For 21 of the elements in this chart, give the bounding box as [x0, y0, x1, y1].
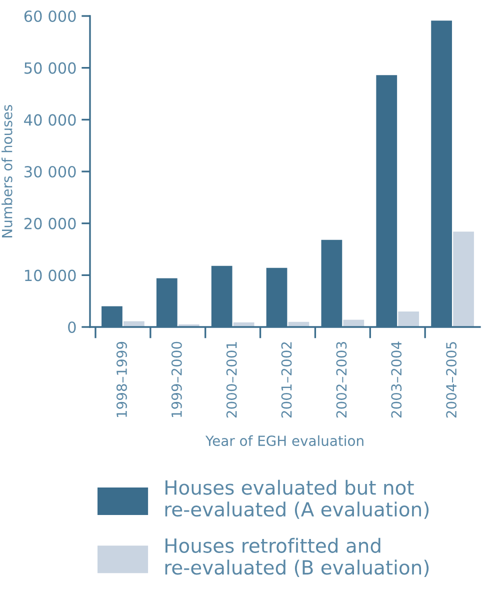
x-tick-label: 2002–2003 — [336, 342, 347, 418]
x-tick-label: 2001–2002 — [281, 342, 292, 418]
x-tick-label: 2004–2005 — [446, 342, 457, 418]
bar — [398, 311, 420, 327]
y-tick-label: 50 000 — [24, 62, 76, 74]
y-tick-label: 40 000 — [24, 114, 76, 126]
x-tick-label: 1999–2000 — [171, 342, 182, 417]
bar — [453, 232, 474, 327]
x-tick-label: 2003–2004 — [391, 342, 402, 418]
bar — [343, 320, 364, 327]
y-tick-label: 30 000 — [24, 166, 76, 178]
y-axis-title: Numbers of houses — [2, 104, 12, 238]
x-axis-title: Year of EGH evaluation — [205, 435, 364, 446]
y-tick-label: 0 — [68, 321, 76, 334]
y-tick-label: 60 000 — [24, 10, 76, 22]
x-tick-label: 1998–1999 — [116, 342, 127, 417]
x-tick-label: 2000–2001 — [226, 342, 237, 418]
legend-label: Houses retrofitted and re-evaluated (B evaluation) — [165, 538, 429, 578]
y-tick-label: 10 000 — [25, 270, 76, 282]
legend-label: Houses evaluated but not re-evaluated (A evaluation) — [165, 480, 429, 519]
y-tick-label: 20 000 — [24, 218, 76, 230]
